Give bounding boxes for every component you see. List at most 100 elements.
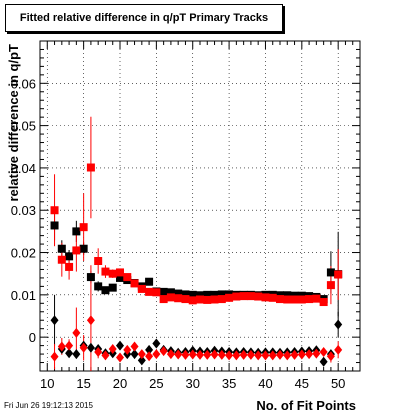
square-marker <box>268 293 277 302</box>
x-tick-label: 50 <box>331 376 345 391</box>
diamond-marker <box>334 344 343 355</box>
x-tick-label: 20 <box>113 376 127 391</box>
data-markers <box>50 163 343 367</box>
diamond-marker <box>188 349 197 360</box>
y-tick-label: 0.01 <box>11 288 36 303</box>
diamond-marker <box>152 338 161 349</box>
square-marker <box>166 293 175 302</box>
diamond-marker <box>246 349 255 360</box>
diamond-marker <box>123 344 132 355</box>
square-marker <box>181 295 190 304</box>
square-marker <box>137 284 146 293</box>
diamond-marker <box>116 340 124 351</box>
y-tick-label: 0.05 <box>11 119 36 134</box>
square-marker <box>123 273 132 282</box>
diamond-marker <box>225 350 234 361</box>
diamond-marker <box>94 346 103 357</box>
plot-frame <box>39 40 361 372</box>
square-marker <box>283 291 292 300</box>
square-marker <box>108 283 117 292</box>
diamond-marker <box>137 349 146 360</box>
x-tick-label: 30 <box>185 376 199 391</box>
diamond-marker <box>217 349 226 360</box>
square-marker <box>188 290 197 299</box>
diamond-marker <box>297 349 306 360</box>
square-marker <box>203 290 212 299</box>
diamond-marker <box>145 344 154 355</box>
square-marker <box>305 295 314 304</box>
square-marker <box>217 290 226 299</box>
square-marker <box>101 286 110 295</box>
x-tick-label: 25 <box>149 376 163 391</box>
x-tick-label: 45 <box>295 376 309 391</box>
y-tick-label: 0 <box>29 330 36 345</box>
diamond-marker <box>166 349 175 360</box>
diamond-marker <box>152 349 161 360</box>
square-marker <box>116 273 124 282</box>
diamond-marker <box>79 342 88 353</box>
square-marker <box>65 252 74 261</box>
square-marker <box>246 292 255 301</box>
diamond-marker <box>159 346 168 357</box>
square-marker <box>152 288 161 297</box>
square-marker <box>326 268 335 277</box>
square-marker <box>130 279 139 288</box>
square-marker <box>174 294 183 303</box>
diamond-marker <box>145 351 154 362</box>
diamond-marker <box>72 349 81 360</box>
diamond-marker <box>181 349 190 360</box>
diamond-marker <box>305 349 314 360</box>
square-marker <box>232 292 241 301</box>
diamond-marker <box>319 356 328 367</box>
square-marker <box>283 295 292 304</box>
diamond-marker <box>72 327 81 338</box>
square-marker <box>159 287 168 296</box>
square-marker <box>239 292 248 301</box>
square-marker <box>181 290 190 299</box>
diamond-marker <box>137 355 146 366</box>
diamond-marker <box>65 348 74 359</box>
square-marker <box>334 270 343 279</box>
square-marker <box>210 290 219 299</box>
diamond-marker <box>86 315 95 326</box>
square-marker <box>57 244 66 253</box>
y-tick-label: 0.04 <box>11 161 36 176</box>
diamond-marker <box>130 341 139 352</box>
square-marker <box>79 244 88 253</box>
diamond-marker <box>174 349 183 360</box>
y-axis-label: relative difference in q/pT <box>6 44 21 202</box>
diamond-marker <box>232 350 241 361</box>
diamond-marker <box>268 350 277 361</box>
diamond-marker <box>108 344 117 354</box>
diamond-marker <box>130 349 139 360</box>
x-tick-label: 35 <box>222 376 236 391</box>
square-marker <box>261 293 270 302</box>
diamond-marker <box>116 352 124 363</box>
square-marker <box>297 295 306 304</box>
square-marker <box>101 267 110 276</box>
square-marker <box>203 295 212 304</box>
square-marker <box>326 281 335 290</box>
square-marker <box>319 298 328 307</box>
diamond-marker <box>50 351 59 362</box>
square-marker <box>72 246 81 255</box>
square-marker <box>86 273 95 282</box>
square-marker <box>290 295 299 304</box>
square-marker <box>145 287 154 296</box>
square-marker <box>276 295 284 304</box>
square-marker <box>166 288 175 297</box>
x-tick-label: 15 <box>76 376 90 391</box>
square-marker <box>57 255 66 264</box>
diamond-marker <box>261 350 270 361</box>
diamond-marker <box>86 342 95 353</box>
diamond-marker <box>196 349 204 360</box>
square-marker <box>108 269 117 278</box>
square-marker <box>174 289 183 298</box>
axis-ticks: 10 15 20 25 30 35 40 45 50 0 0.01 0.02 0.03 0.04 0.05 0… <box>11 40 361 391</box>
diamond-marker <box>319 346 328 357</box>
diamond-marker <box>50 315 59 326</box>
diamond-marker <box>276 349 284 360</box>
y-tick-label: 0.06 <box>11 76 36 91</box>
square-marker <box>210 295 219 304</box>
x-tick-label: 10 <box>40 376 54 391</box>
